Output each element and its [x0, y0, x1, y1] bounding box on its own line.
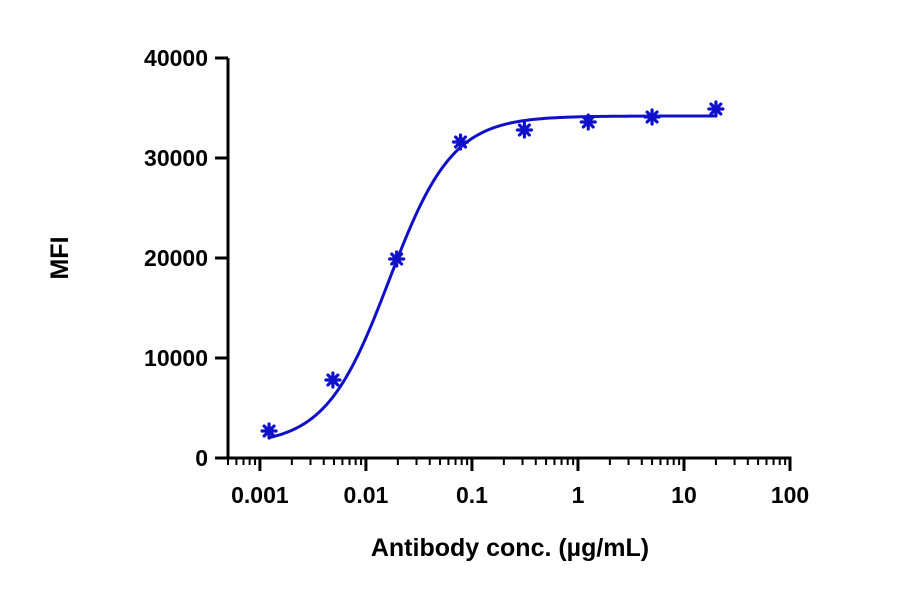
- data-point: [643, 108, 661, 126]
- data-point: [324, 371, 342, 389]
- x-tick-label: 100: [771, 482, 809, 508]
- y-tick-label: 30000: [144, 145, 208, 171]
- data-point-stroke: [326, 373, 340, 387]
- x-tick-label: 1: [572, 482, 585, 508]
- data-point-stroke: [709, 102, 723, 116]
- fit-curve-group: [268, 114, 716, 440]
- data-point-stroke: [390, 252, 404, 266]
- data-point: [579, 113, 597, 131]
- y-tick-label: 40000: [144, 45, 208, 71]
- x-tick-label: 10: [671, 482, 697, 508]
- fit-curve: [268, 114, 716, 440]
- y-tick-label: 10000: [144, 345, 208, 371]
- y-tick-label: 20000: [144, 245, 208, 271]
- data-point-stroke: [517, 123, 531, 137]
- data-point: [515, 121, 534, 139]
- data-points: [260, 100, 725, 440]
- data-point: [388, 250, 406, 268]
- y-tick-label: 0: [195, 445, 208, 471]
- y-axis-title: MFI: [46, 236, 74, 279]
- data-point: [707, 100, 725, 118]
- data-point: [260, 422, 278, 440]
- data-point-stroke: [262, 424, 276, 438]
- x-tick-label: 0.001: [231, 482, 289, 508]
- x-tick-label: 0.1: [456, 482, 488, 508]
- data-point-stroke: [453, 135, 468, 149]
- data-point-stroke: [581, 115, 595, 129]
- data-point: [451, 133, 470, 151]
- x-tick-label: 0.01: [344, 482, 389, 508]
- x-axis-title: Antibody conc. (µg/mL): [371, 534, 649, 562]
- axes: 0 10000 20000 30000 40000 0.001 0.01 0.1 1 10 100: [144, 45, 809, 508]
- data-point-stroke: [645, 110, 659, 124]
